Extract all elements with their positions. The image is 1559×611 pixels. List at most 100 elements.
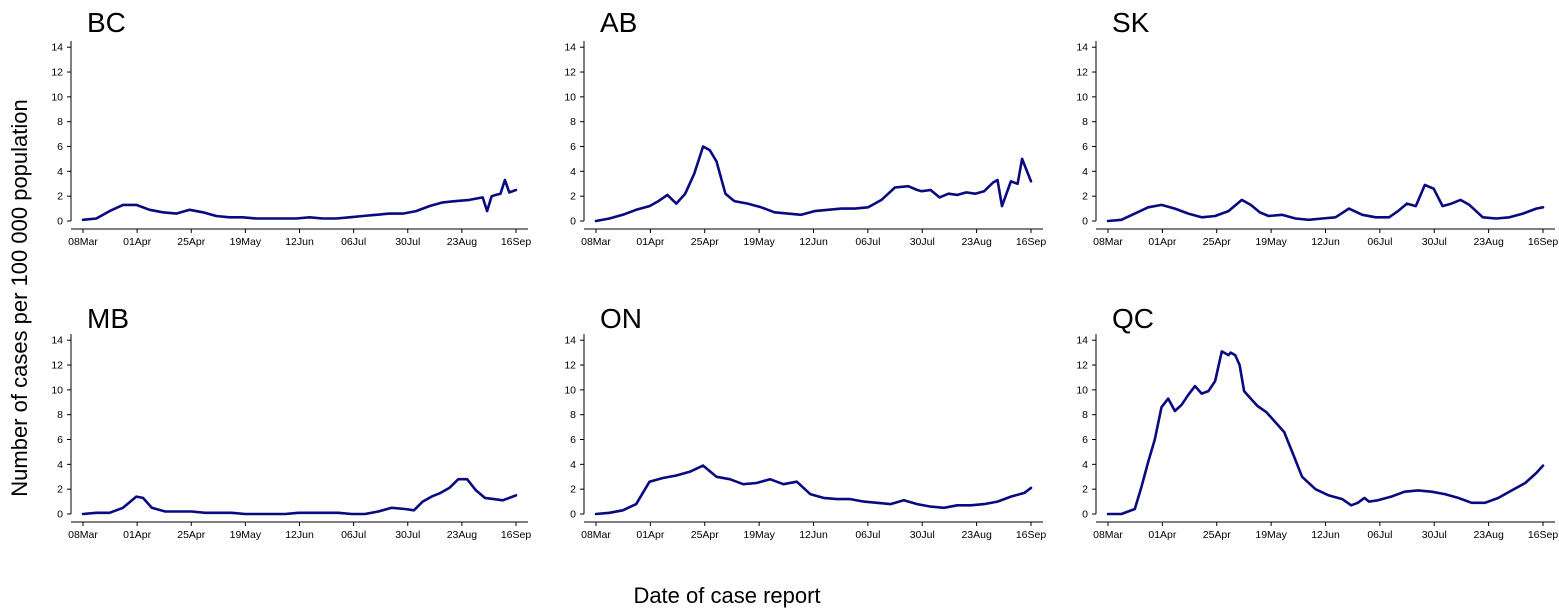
y-tick-label-ab-4: 4	[570, 166, 576, 178]
y-tick-label-sk-8: 8	[1082, 116, 1088, 128]
x-tick-label-qc-19May: 19May	[1255, 529, 1287, 541]
y-tick-label-on-12: 12	[564, 360, 576, 372]
y-tick-label-sk-0: 0	[1082, 216, 1088, 228]
y-tick-label-bc-12: 12	[51, 67, 63, 79]
y-tick-label-qc-12: 12	[1076, 360, 1088, 372]
y-tick-label-ab-10: 10	[564, 91, 576, 103]
x-tick-label-bc-06Jul: 06Jul	[341, 236, 366, 248]
y-tick-label-mb-14: 14	[51, 335, 63, 347]
panel-sk: SK 0 2 4 6 8 10 12 14 08Mar 01Apr 25Apr 19May 12Jun 06…	[1076, 7, 1558, 248]
x-tick-label-on-30Jul: 30Jul	[910, 529, 935, 541]
x-tick-label-qc-25Apr: 25Apr	[1203, 529, 1232, 541]
x-tick-label-mb-08Mar: 08Mar	[68, 529, 98, 541]
y-tick-label-bc-10: 10	[51, 91, 63, 103]
panel-title-qc: QC	[1112, 303, 1154, 334]
x-tick-label-bc-25Apr: 25Apr	[177, 236, 206, 248]
y-tick-label-on-4: 4	[570, 459, 576, 471]
panel-on: ON 0 2 4 6 8 10 12 14 08Mar 01Apr 25Apr 19May 12Jun 06…	[564, 303, 1046, 541]
y-tick-label-ab-12: 12	[564, 67, 576, 79]
y-tick-label-bc-8: 8	[57, 116, 63, 128]
series-line-ab	[594, 145, 1033, 223]
y-tick-label-bc-4: 4	[57, 166, 63, 178]
x-tick-label-qc-16Sep: 16Sep	[1528, 529, 1559, 541]
x-tick-label-bc-23Aug: 23Aug	[447, 236, 478, 248]
y-tick-label-on-0: 0	[570, 509, 576, 521]
x-tick-label-ab-23Aug: 23Aug	[961, 236, 992, 248]
x-tick-label-sk-01Apr: 01Apr	[1148, 236, 1177, 248]
y-tick-label-qc-2: 2	[1082, 484, 1088, 496]
x-tick-label-mb-25Apr: 25Apr	[177, 529, 206, 541]
x-tick-label-on-12Jun: 12Jun	[799, 529, 828, 541]
x-tick-label-bc-08Mar: 08Mar	[68, 236, 98, 248]
x-tick-label-bc-01Apr: 01Apr	[123, 236, 152, 248]
series-line-mb	[81, 477, 518, 516]
x-tick-label-on-06Jul: 06Jul	[855, 529, 880, 541]
x-tick-label-qc-12Jun: 12Jun	[1311, 529, 1340, 541]
x-tick-label-ab-12Jun: 12Jun	[799, 236, 828, 248]
x-tick-label-ab-06Jul: 06Jul	[855, 236, 880, 248]
y-tick-label-on-14: 14	[564, 335, 576, 347]
x-tick-label-ab-08Mar: 08Mar	[581, 236, 611, 248]
panel-ab: AB 0 2 4 6 8 10 12 14 08Mar 01Apr 25Apr 19May 12Jun 06…	[564, 7, 1046, 248]
x-tick-label-qc-23Aug: 23Aug	[1473, 529, 1504, 541]
panel-title-mb: MB	[87, 303, 129, 334]
x-tick-label-bc-30Jul: 30Jul	[395, 236, 420, 248]
series-line-bc	[81, 178, 518, 222]
y-tick-label-mb-6: 6	[57, 434, 63, 446]
x-tick-label-bc-19May: 19May	[230, 236, 262, 248]
y-tick-label-on-6: 6	[570, 434, 576, 446]
x-tick-label-qc-06Jul: 06Jul	[1367, 529, 1392, 541]
panel-title-on: ON	[600, 303, 642, 334]
y-axis-title: Number of cases per 100 000 population	[7, 99, 32, 496]
x-tick-label-mb-12Jun: 12Jun	[285, 529, 314, 541]
y-tick-label-on-8: 8	[570, 409, 576, 421]
series-line-on	[594, 464, 1033, 516]
y-tick-label-sk-4: 4	[1082, 166, 1088, 178]
x-tick-label-sk-12Jun: 12Jun	[1311, 236, 1340, 248]
x-tick-label-on-23Aug: 23Aug	[961, 529, 992, 541]
y-tick-label-qc-10: 10	[1076, 384, 1088, 396]
x-tick-label-ab-19May: 19May	[743, 236, 775, 248]
x-tick-label-sk-30Jul: 30Jul	[1422, 236, 1447, 248]
x-tick-label-mb-01Apr: 01Apr	[123, 529, 152, 541]
x-tick-label-qc-30Jul: 30Jul	[1422, 529, 1447, 541]
panel-bc: BC 0 2 4 6 8 10 12 14 08Mar 01Apr 25Apr 19May 12Jun 06…	[51, 7, 531, 248]
x-axis-title: Date of case report	[633, 583, 820, 608]
y-tick-label-ab-0: 0	[570, 216, 576, 228]
panel-title-ab: AB	[600, 7, 637, 38]
y-tick-label-qc-6: 6	[1082, 434, 1088, 446]
y-tick-label-bc-14: 14	[51, 42, 63, 54]
y-tick-label-sk-6: 6	[1082, 141, 1088, 153]
y-tick-label-ab-6: 6	[570, 141, 576, 153]
x-tick-label-on-01Apr: 01Apr	[636, 529, 665, 541]
y-tick-label-bc-6: 6	[57, 141, 63, 153]
x-tick-label-bc-12Jun: 12Jun	[285, 236, 314, 248]
y-tick-label-mb-4: 4	[57, 459, 63, 471]
x-tick-label-mb-06Jul: 06Jul	[341, 529, 366, 541]
x-tick-label-sk-16Sep: 16Sep	[1528, 236, 1559, 248]
y-tick-label-qc-8: 8	[1082, 409, 1088, 421]
x-tick-label-on-25Apr: 25Apr	[691, 529, 720, 541]
series-line-qc	[1106, 350, 1545, 516]
x-tick-label-mb-16Sep: 16Sep	[501, 529, 532, 541]
panel-title-sk: SK	[1112, 7, 1150, 38]
y-tick-label-mb-8: 8	[57, 409, 63, 421]
x-tick-label-bc-16Sep: 16Sep	[501, 236, 532, 248]
x-tick-label-on-16Sep: 16Sep	[1016, 529, 1047, 541]
x-tick-label-sk-06Jul: 06Jul	[1367, 236, 1392, 248]
y-tick-label-mb-0: 0	[57, 509, 63, 521]
x-tick-label-ab-01Apr: 01Apr	[636, 236, 665, 248]
y-tick-label-on-2: 2	[570, 484, 576, 496]
y-tick-label-sk-2: 2	[1082, 191, 1088, 203]
y-tick-label-qc-4: 4	[1082, 459, 1088, 471]
x-tick-label-sk-19May: 19May	[1255, 236, 1287, 248]
y-tick-label-sk-14: 14	[1076, 42, 1088, 54]
y-tick-label-sk-10: 10	[1076, 91, 1088, 103]
x-tick-label-mb-30Jul: 30Jul	[395, 529, 420, 541]
y-tick-label-mb-2: 2	[57, 484, 63, 496]
y-tick-label-on-10: 10	[564, 384, 576, 396]
x-tick-label-on-19May: 19May	[743, 529, 775, 541]
y-tick-label-qc-0: 0	[1082, 509, 1088, 521]
y-tick-label-mb-10: 10	[51, 384, 63, 396]
